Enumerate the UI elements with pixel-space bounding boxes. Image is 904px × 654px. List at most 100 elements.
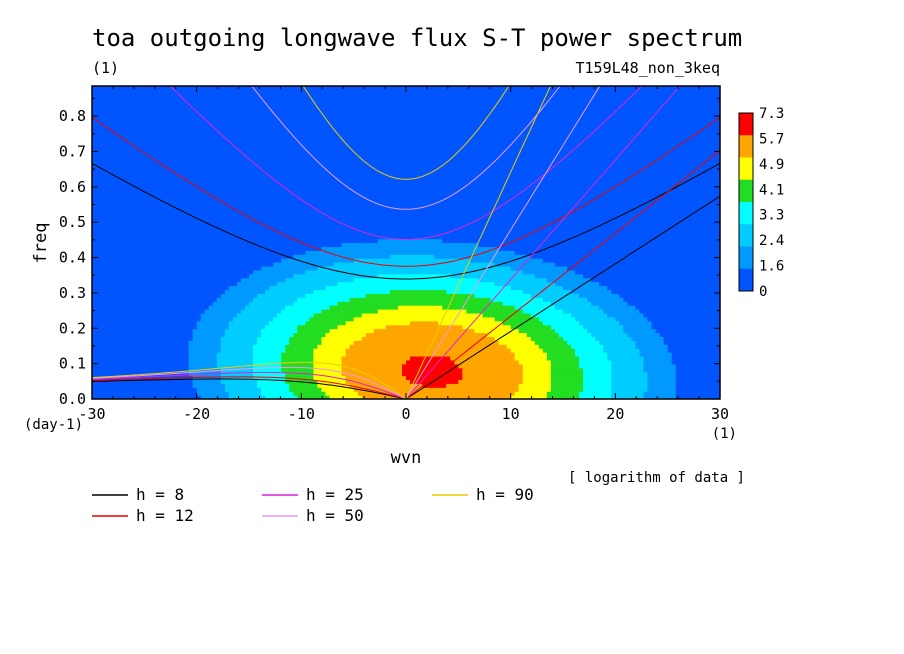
contour-cell [116, 226, 121, 232]
contour-cell [196, 191, 202, 197]
contour-cell [265, 207, 270, 212]
contour-cell [289, 297, 294, 302]
contour-cell [317, 211, 323, 216]
contour-cell [220, 246, 226, 251]
contour-cell [301, 89, 306, 95]
contour-cell [281, 242, 286, 248]
contour-cell [305, 328, 310, 334]
contour-cell [281, 309, 286, 314]
contour-cell [297, 367, 302, 373]
contour-cell [192, 144, 198, 150]
contour-cell [108, 93, 113, 99]
contour-cell [297, 301, 302, 306]
contour-cell [253, 371, 258, 377]
contour-cell [281, 265, 286, 271]
contour-cell [293, 254, 298, 259]
contour-cell [321, 160, 327, 165]
contour-cell [273, 242, 278, 248]
contour-cell [317, 121, 323, 126]
contour-cell [273, 172, 278, 177]
contour-cell [293, 352, 298, 357]
contour-cell [124, 379, 129, 384]
contour-cell [132, 395, 137, 399]
contour-cell [228, 211, 234, 216]
contour-cell [212, 375, 218, 381]
contour-cell [100, 152, 105, 158]
contour-cell [176, 367, 182, 373]
contour-cell [132, 359, 137, 365]
contour-cell [132, 273, 137, 279]
contour-cell [240, 242, 246, 248]
contour-cell [265, 281, 270, 287]
contour-cell [297, 222, 302, 228]
contour-cell [289, 309, 294, 314]
contour-cell [309, 246, 315, 251]
contour-cell [329, 222, 335, 228]
contour-cell [104, 226, 109, 232]
contour-cell [281, 140, 286, 146]
contour-cell [244, 117, 250, 122]
contour-cell [224, 309, 230, 314]
contour-cell [224, 164, 230, 169]
contour-cell [168, 195, 174, 201]
contour-cell [277, 328, 282, 334]
contour-cell [224, 238, 230, 244]
contour-cell [208, 254, 214, 259]
contour-cell [188, 344, 194, 349]
contour-cell [337, 93, 343, 99]
contour-cell [285, 160, 290, 165]
contour-cell [172, 289, 178, 294]
contour-cell [172, 172, 178, 177]
contour-cell [172, 265, 178, 271]
contour-cell [337, 140, 343, 146]
contour-cell [236, 273, 242, 279]
contour-cell [261, 250, 266, 255]
contour-cell [160, 152, 166, 158]
contour-cell [317, 136, 323, 142]
contour-cell [96, 187, 101, 193]
contour-cell [253, 367, 258, 373]
contour-cell [216, 395, 222, 399]
contour-cell [124, 160, 129, 165]
contour-cell [337, 211, 343, 216]
contour-cell [120, 285, 125, 291]
contour-cell [301, 320, 306, 326]
contour-cell [120, 125, 125, 130]
contour-cell [200, 320, 206, 326]
contour-cell [228, 175, 234, 181]
contour-cell [116, 312, 121, 318]
contour-cell [196, 93, 202, 99]
contour-cell [124, 222, 129, 228]
contour-cell [216, 367, 222, 373]
contour-cell [96, 226, 101, 232]
contour-cell [249, 219, 254, 224]
contour-cell [236, 269, 242, 275]
contour-cell [184, 258, 190, 263]
contour-cell [333, 328, 339, 334]
contour-cell [132, 316, 137, 322]
contour-cell [321, 352, 327, 357]
contour-cell [265, 215, 270, 220]
contour-cell [249, 301, 254, 306]
contour-cell [333, 387, 339, 392]
contour-cell [224, 179, 230, 185]
contour-cell [96, 148, 101, 154]
contour-cell [249, 277, 254, 283]
contour-cell [220, 336, 226, 341]
contour-cell [285, 289, 290, 294]
contour-cell [104, 262, 109, 267]
contour-cell [204, 332, 210, 337]
contour-cell [281, 297, 286, 302]
contour-cell [289, 117, 294, 122]
contour-cell [257, 375, 262, 381]
contour-cell [140, 254, 145, 259]
contour-cell [289, 254, 294, 259]
contour-cell [204, 254, 210, 259]
contour-cell [341, 316, 347, 322]
contour-cell [92, 285, 97, 291]
contour-cell [212, 250, 218, 255]
contour-cell [148, 285, 153, 291]
contour-cell [112, 324, 117, 330]
contour-cell [277, 156, 282, 161]
contour-cell [180, 234, 186, 240]
